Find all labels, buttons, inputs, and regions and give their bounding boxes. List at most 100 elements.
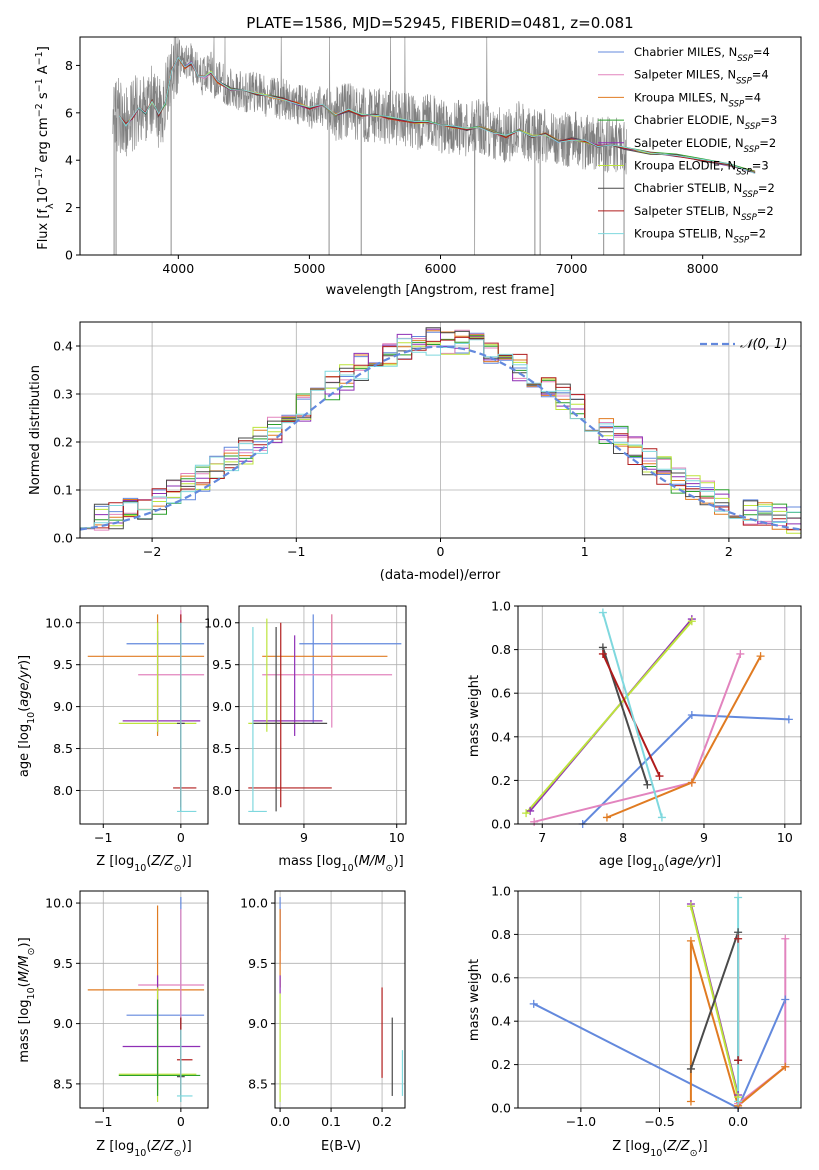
y-tick-label: 9.0 bbox=[53, 699, 73, 714]
weight-marker-kroupa-elodie bbox=[522, 809, 531, 818]
y-axis-label: mass [log10(M/M⊙)] bbox=[17, 937, 37, 1062]
plot-area bbox=[279, 897, 404, 1102]
model-fit-line-kroupa-stelib bbox=[118, 56, 756, 174]
weight-marker-chabrier-stelib bbox=[643, 780, 652, 789]
x-axis-label: Z [log10(Z/Z⊙)] bbox=[96, 1139, 191, 1159]
x-tick-label: 2 bbox=[725, 544, 733, 559]
y-axis-label: Flux [fλ10−17 erg cm−2 s−1 A−1] bbox=[34, 46, 56, 250]
axes-frame bbox=[274, 890, 406, 1109]
y-tick-label: 8 bbox=[65, 58, 73, 73]
weight-marker-kroupa-miles bbox=[781, 1062, 790, 1071]
x-axis-label: E(B-V) bbox=[321, 1139, 361, 1154]
y-tick-label: 8.0 bbox=[53, 783, 73, 798]
x-axis-label: mass [log10(M/M⊙)] bbox=[278, 854, 403, 874]
y-tick-label: 8.5 bbox=[53, 741, 73, 756]
y-tick-label: 0.0 bbox=[491, 1101, 511, 1116]
axes-frame bbox=[238, 605, 407, 825]
x-tick-label: 0 bbox=[437, 544, 445, 559]
massweight-vs-metallicity-panel: −1.0 −0.5 0.0 0.0 0.2 0.4 0.6 0.8 1.0 Z [log10(Z/… bbox=[467, 884, 802, 1159]
weight-marker-salpeter-miles bbox=[736, 649, 745, 658]
age-vs-mass-panel: 9 10 8.0 8.5 9.0 9.5 10.0 mass [log10(M/M⊙)] bbox=[204, 605, 407, 874]
weight-marker-kroupa-stelib bbox=[734, 1097, 743, 1106]
y-tick-label: 0.8 bbox=[491, 927, 511, 942]
legend-entry: Chabrier MILES, NSSP=4 bbox=[634, 45, 770, 64]
y-axis-label: mass weight bbox=[467, 959, 482, 1041]
y-tick-label: 0.0 bbox=[53, 531, 73, 546]
plot-area bbox=[112, 37, 756, 255]
x-tick-label: 9 bbox=[300, 830, 308, 845]
y-tick-label: 10.0 bbox=[45, 896, 73, 911]
y-tick-label: 0.2 bbox=[491, 773, 511, 788]
x-tick-label: 10 bbox=[389, 830, 405, 845]
x-tick-label: −1.0 bbox=[566, 1114, 596, 1129]
axes-frame bbox=[517, 605, 802, 825]
x-tick-label: 0 bbox=[177, 1114, 185, 1129]
y-tick-label: 0.6 bbox=[491, 686, 511, 701]
legend-entry: Salpeter MILES, NSSP=4 bbox=[634, 68, 769, 87]
plot-area bbox=[80, 327, 801, 534]
x-tick-label: −1 bbox=[287, 544, 305, 559]
y-axis-label: mass weight bbox=[467, 675, 482, 757]
x-tick-label: 0.0 bbox=[270, 1114, 290, 1129]
weight-marker-chabrier-miles bbox=[529, 999, 538, 1008]
x-tick-label: 8 bbox=[619, 830, 627, 845]
legend-entry: Salpeter ELODIE, NSSP=2 bbox=[634, 136, 776, 155]
x-axis-label: (data-model)/error bbox=[380, 568, 501, 583]
axes-frame bbox=[79, 890, 209, 1109]
weight-line-kroupa-stelib bbox=[601, 612, 663, 818]
spectrum-panel: 4000 5000 6000 7000 8000 0 2 4 6 8 PLATE=1586, MJD… bbox=[34, 14, 802, 298]
x-tick-label: 0.0 bbox=[728, 1114, 748, 1129]
weight-line-salpeter-miles bbox=[533, 653, 742, 823]
weight-marker-salpeter-miles bbox=[530, 817, 539, 826]
weight-marker-kroupa-miles bbox=[602, 813, 611, 822]
y-tick-label: 1.0 bbox=[491, 599, 511, 614]
x-tick-label: 0 bbox=[177, 830, 185, 845]
x-axis-label: wavelength [Angstrom, rest frame] bbox=[326, 283, 555, 298]
x-tick-label: 7000 bbox=[556, 261, 588, 276]
legend-entry: Kroupa MILES, NSSP=4 bbox=[634, 90, 761, 109]
weight-marker-kroupa-elodie bbox=[687, 617, 696, 626]
y-tick-label: 0.1 bbox=[53, 483, 73, 498]
y-tick-label: 10.0 bbox=[240, 896, 268, 911]
mass-vs-extinction-panel: 0.0 0.1 0.2 8.5 9.0 9.5 10.0 E(B-V) bbox=[240, 890, 406, 1154]
weight-marker-salpeter-stelib bbox=[734, 1056, 743, 1065]
y-tick-label: 9.5 bbox=[53, 956, 73, 971]
plot-area bbox=[248, 614, 402, 813]
legend-entry: Kroupa STELIB, NSSP=2 bbox=[634, 227, 766, 246]
weight-marker-kroupa-stelib bbox=[734, 893, 743, 902]
legend-entry: Chabrier ELODIE, NSSP=3 bbox=[634, 113, 777, 132]
weight-marker-kroupa-miles bbox=[756, 652, 765, 661]
x-axis-label: Z [log10(Z/Z⊙)] bbox=[96, 854, 191, 874]
weight-marker-salpeter-elodie bbox=[526, 806, 535, 815]
histogram-step-kroupa-stelib bbox=[80, 338, 801, 529]
y-tick-label: 9.5 bbox=[212, 657, 232, 672]
chart-title: PLATE=1586, MJD=52945, FIBERID=0481, z=0… bbox=[246, 14, 633, 32]
y-tick-label: 9.0 bbox=[53, 1016, 73, 1031]
residual-histogram-panel: −2 −1 0 1 2 0.0 0.1 0.2 0.3 0.4 (data-model)/error… bbox=[28, 321, 802, 583]
x-tick-label: 8000 bbox=[687, 261, 719, 276]
x-tick-label: −0.5 bbox=[644, 1114, 674, 1129]
y-tick-label: 0.4 bbox=[491, 1014, 511, 1029]
legend-entry: Salpeter STELIB, NSSP=2 bbox=[634, 204, 774, 223]
histogram-step-salpeter-elodie bbox=[80, 328, 801, 529]
massweight-vs-age-panel: 7 8 9 10 0.0 0.2 0.4 0.6 0.8 1.0 age [log10(age/yr… bbox=[467, 599, 802, 874]
weight-line-chabrier-miles bbox=[581, 713, 789, 824]
weight-marker-kroupa-stelib bbox=[598, 608, 607, 617]
y-tick-label: 0.8 bbox=[491, 642, 511, 657]
y-tick-label: 0.2 bbox=[491, 1057, 511, 1072]
weight-marker-kroupa-stelib bbox=[657, 813, 666, 822]
x-tick-label: −1 bbox=[94, 830, 112, 845]
y-tick-label: 8.5 bbox=[53, 1076, 73, 1091]
weight-marker-chabrier-miles bbox=[687, 711, 696, 719]
y-tick-label: 8.5 bbox=[212, 741, 232, 756]
y-axis-label: Normed distribution bbox=[28, 365, 43, 495]
weight-marker-kroupa-miles bbox=[687, 778, 696, 787]
y-tick-label: 0.4 bbox=[53, 339, 73, 354]
weight-marker-salpeter-stelib bbox=[598, 649, 607, 658]
y-tick-label: 4 bbox=[65, 153, 73, 168]
axes-frame bbox=[79, 605, 209, 825]
x-tick-label: 6000 bbox=[425, 261, 457, 276]
y-tick-label: 8.0 bbox=[212, 783, 232, 798]
weight-line-salpeter-stelib bbox=[601, 653, 661, 777]
